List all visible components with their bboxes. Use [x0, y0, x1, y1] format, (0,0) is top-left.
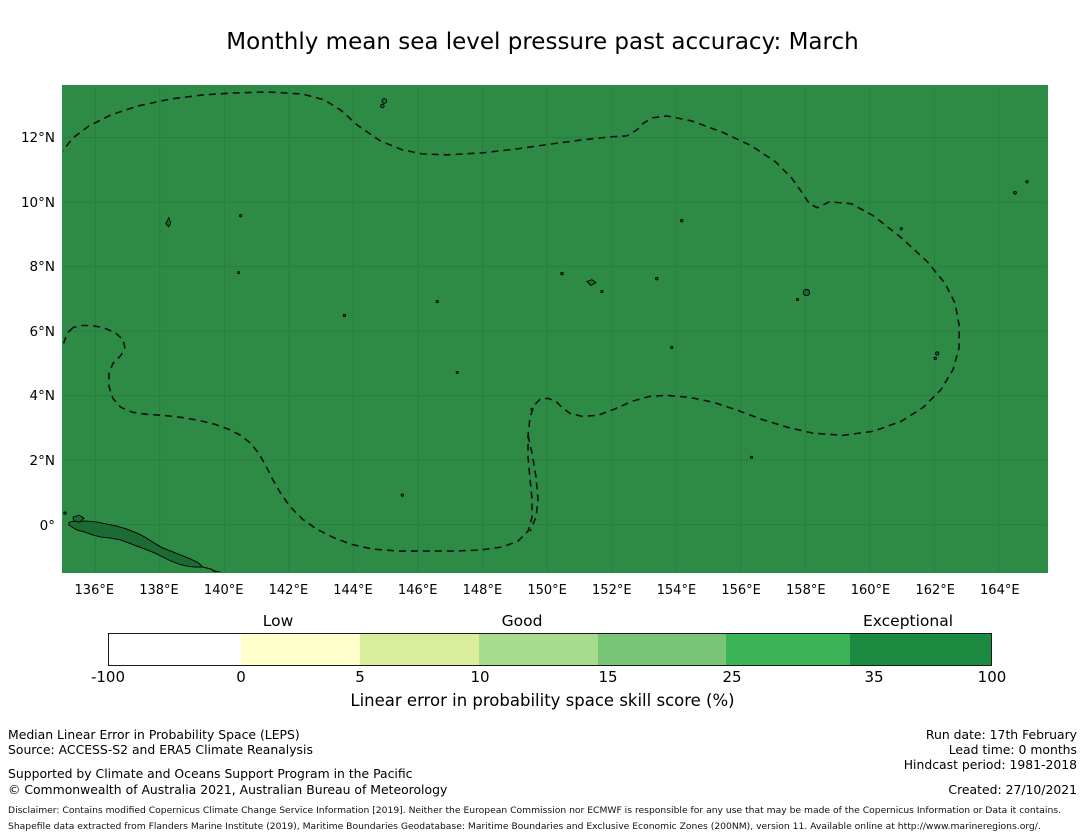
colorbar-segment-1 — [241, 634, 361, 665]
colorbar-tick-1: 0 — [236, 668, 246, 686]
footer-left-line3: Supported by Climate and Oceans Support … — [8, 766, 413, 781]
x-tick-13: 162°E — [915, 583, 955, 598]
disclaimer-shapefile: Shapefile data extracted from Flanders M… — [8, 821, 1041, 832]
colorbar-tick-7: 100 — [977, 668, 1007, 686]
colorbar-tick-0: -100 — [90, 668, 126, 686]
map-vector-layer — [63, 91, 1029, 572]
island-specks-icon — [165, 98, 1029, 497]
map-gridlines — [63, 86, 1047, 572]
x-tick-0: 136°E — [74, 583, 115, 598]
y-tick-5: 2°N — [29, 453, 55, 469]
colorbar-tick-4: 15 — [598, 668, 618, 686]
colorbar-segment-3 — [479, 634, 599, 665]
colorbar[interactable] — [108, 633, 992, 666]
x-tick-5: 146°E — [397, 583, 438, 598]
footer-right-run-date: Run date: 17th February — [925, 727, 1077, 742]
x-tick-10: 156°E — [721, 583, 761, 598]
colorbar-tick-3: 10 — [470, 668, 490, 686]
x-tick-1: 138°E — [139, 583, 179, 598]
colorbar-category-exceptional: Exceptional — [862, 612, 954, 630]
disclaimer-copernicus: Disclaimer: Contains modified Copernicus… — [8, 805, 1062, 816]
colorbar-segment-4 — [598, 634, 727, 665]
colorbar-tick-6: 35 — [864, 668, 884, 686]
colorbar-tick-5: 25 — [722, 668, 742, 686]
y-tick-0: 12°N — [20, 130, 55, 146]
colorbar-axis-label: Linear error in probability space skill … — [350, 691, 735, 710]
eez-inner-boundary-icon — [527, 435, 539, 532]
colorbar-segment-2 — [360, 634, 480, 665]
page-title: Monthly mean sea level pressure past acc… — [226, 29, 859, 55]
colorbar-segment-6 — [849, 634, 991, 665]
footer-right-lead-time: Lead time: 0 months — [948, 742, 1077, 757]
y-tick-3: 6°N — [29, 324, 55, 340]
x-tick-7: 150°E — [527, 583, 567, 598]
colorbar-segment-5 — [726, 634, 850, 665]
colorbar-segment-0 — [109, 634, 242, 665]
x-tick-14: 164°E — [980, 583, 1020, 598]
y-tick-4: 4°N — [29, 388, 55, 404]
x-tick-6: 148°E — [462, 583, 503, 598]
y-tick-6: 0° — [39, 518, 55, 534]
x-tick-3: 142°E — [268, 583, 309, 598]
colorbar-category-good: Good — [501, 612, 543, 630]
map-panel[interactable] — [62, 85, 1048, 573]
footer-left-line2: Source: ACCESS-S2 and ERA5 Climate Reana… — [8, 742, 313, 757]
y-tick-2: 8°N — [29, 259, 55, 275]
footer-left-line4: © Commonwealth of Australia 2021, Austra… — [8, 782, 448, 797]
y-tick-1: 10°N — [20, 195, 55, 211]
x-tick-12: 160°E — [850, 583, 891, 598]
x-tick-8: 152°E — [592, 583, 632, 598]
x-tick-9: 154°E — [656, 583, 697, 598]
colorbar-category-low: Low — [262, 612, 294, 630]
footer-left-line1: Median Linear Error in Probability Space… — [8, 727, 300, 742]
footer-right-created: Created: 27/10/2021 — [948, 782, 1077, 797]
coastline-new-guinea-icon — [63, 511, 221, 572]
eez-boundary-icon — [63, 91, 960, 552]
x-tick-11: 158°E — [786, 583, 826, 598]
colorbar-tick-2: 5 — [355, 668, 365, 686]
x-tick-4: 144°E — [333, 583, 373, 598]
x-tick-2: 140°E — [203, 583, 244, 598]
footer-right-hindcast-period: Hindcast period: 1981-2018 — [903, 757, 1077, 772]
